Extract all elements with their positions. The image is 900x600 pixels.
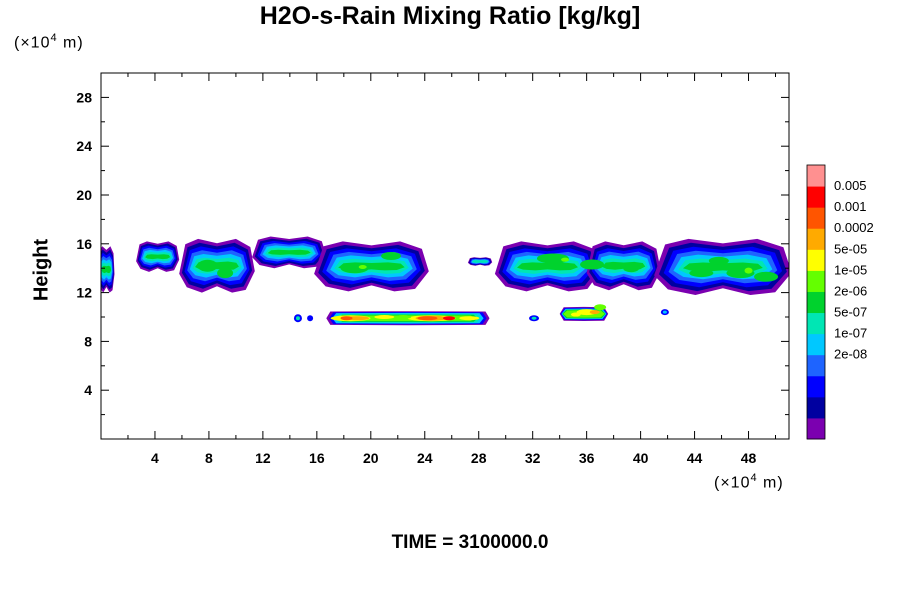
y-tick-label: 16 bbox=[76, 236, 92, 252]
cloud-core bbox=[623, 264, 640, 273]
colorbar-segment bbox=[807, 396, 825, 419]
rain-core bbox=[395, 315, 412, 319]
cloud-core bbox=[580, 259, 605, 270]
y-tick-label: 24 bbox=[76, 138, 92, 154]
colorbar-segment bbox=[807, 333, 825, 356]
x-tick-label: 16 bbox=[309, 450, 325, 466]
colorbar: 0.005 0.001 0.0002 5e-05 1e-05 2e-06 5e-07 1e-0… bbox=[806, 164, 874, 440]
cloud-cluster-layer bbox=[145, 254, 171, 260]
cloud-core bbox=[381, 252, 402, 260]
x-tick-label: 12 bbox=[255, 450, 271, 466]
chart-title: H2O-s-Rain Mixing Ratio [kg/kg] bbox=[259, 2, 641, 30]
colorbar-label: 2e-08 bbox=[834, 347, 867, 362]
cloud-core bbox=[197, 259, 218, 272]
colorbar-label: 1e-05 bbox=[834, 262, 867, 277]
cloud-core bbox=[561, 257, 570, 262]
x-tick-label: 8 bbox=[205, 450, 213, 466]
x-tick-label: 36 bbox=[579, 450, 595, 466]
rain-core bbox=[374, 315, 395, 319]
rain-cell bbox=[307, 315, 314, 322]
y-tick-label: 28 bbox=[76, 89, 92, 105]
y-tick-label: 4 bbox=[84, 382, 92, 398]
y-tick-label: 12 bbox=[76, 285, 92, 301]
colorbar-label: 5e-05 bbox=[834, 241, 867, 256]
cloud-core bbox=[689, 269, 714, 278]
cloud-core bbox=[536, 253, 569, 264]
colorbar-label: 0.005 bbox=[834, 178, 867, 193]
x-tick-label: 40 bbox=[633, 450, 649, 466]
plot-frame bbox=[100, 72, 790, 440]
colorbar-segment bbox=[807, 291, 825, 314]
cloud-core bbox=[217, 268, 234, 279]
colorbar-label: 0.001 bbox=[834, 199, 867, 214]
cloud-core bbox=[708, 256, 729, 265]
rain-core bbox=[594, 304, 607, 311]
rain-cell bbox=[662, 310, 667, 314]
colorbar-segment bbox=[807, 165, 825, 187]
rain-core bbox=[417, 316, 438, 321]
rain-cell bbox=[531, 316, 537, 320]
colorbar-segment bbox=[807, 249, 825, 271]
rain-cell bbox=[295, 316, 300, 321]
colorbar-segment bbox=[807, 207, 825, 229]
x-tick-label: 4 bbox=[151, 450, 159, 466]
rain-core bbox=[589, 310, 600, 315]
colorbar-label: 0.0002 bbox=[834, 220, 874, 235]
rain-core bbox=[443, 316, 456, 321]
cloud-cluster-layer bbox=[517, 262, 578, 271]
cloud-core bbox=[358, 264, 367, 269]
colorbar-frame bbox=[806, 164, 826, 440]
colorbar-segment bbox=[807, 375, 825, 398]
x-tick-label: 20 bbox=[363, 450, 379, 466]
cloud-cluster-layer bbox=[101, 265, 112, 274]
x-tick-label: 44 bbox=[687, 450, 703, 466]
y-tick-label: 20 bbox=[76, 187, 92, 203]
cloud-cluster-layer bbox=[267, 249, 311, 255]
colorbar-label: 2e-06 bbox=[834, 283, 867, 298]
colorbar-segment bbox=[807, 312, 825, 335]
rain-core bbox=[459, 316, 480, 321]
cloud-core bbox=[754, 271, 779, 282]
plot-field bbox=[101, 236, 789, 326]
x-tick-label: 24 bbox=[417, 450, 433, 466]
colorbar-segment bbox=[807, 270, 825, 292]
colorbar-segment bbox=[807, 186, 825, 208]
cloud-core bbox=[744, 267, 753, 274]
y-tick-label: 8 bbox=[84, 333, 92, 349]
y-unit-label: (×104 m) bbox=[14, 32, 84, 52]
rain-core bbox=[570, 312, 581, 317]
x-unit-label: (×104 m) bbox=[714, 472, 784, 492]
x-tick-label: 32 bbox=[525, 450, 541, 466]
colorbar-segment bbox=[807, 354, 825, 377]
rain-core bbox=[340, 316, 353, 321]
colorbar-segment bbox=[807, 417, 825, 440]
x-tick-label: 28 bbox=[471, 450, 487, 466]
colorbar-label: 5e-07 bbox=[834, 305, 867, 320]
time-label: TIME = 3100000.0 bbox=[391, 532, 549, 553]
x-tick-label: 48 bbox=[741, 450, 757, 466]
colorbar-segment bbox=[807, 228, 825, 250]
cloud-cluster-layer bbox=[472, 260, 488, 263]
colorbar-label: 1e-07 bbox=[834, 326, 867, 341]
